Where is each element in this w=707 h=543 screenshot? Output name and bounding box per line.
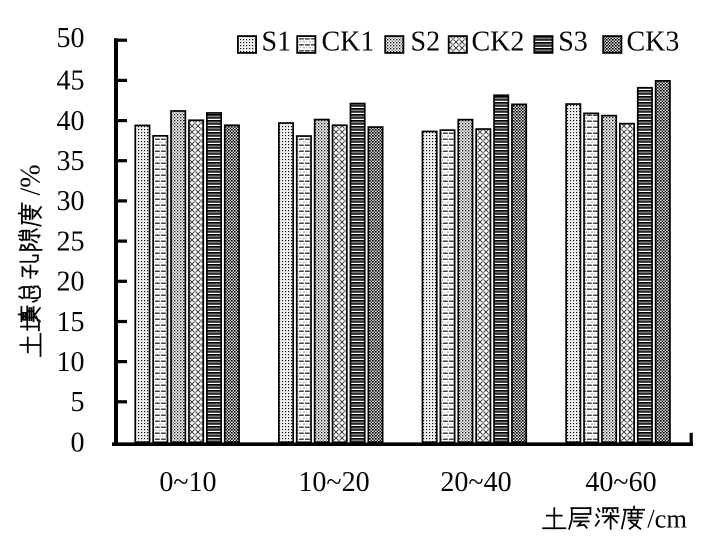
- svg-text:40~60: 40~60: [585, 467, 656, 498]
- svg-text:0~10: 0~10: [159, 467, 216, 498]
- svg-text:20~40: 20~40: [440, 467, 511, 498]
- svg-text:20: 20: [57, 267, 85, 298]
- svg-text:CK2: CK2: [472, 27, 525, 58]
- svg-text:10~20: 10~20: [298, 467, 369, 498]
- svg-text:10: 10: [57, 347, 85, 378]
- svg-text:45: 45: [57, 66, 85, 97]
- svg-text:S3: S3: [558, 27, 588, 58]
- svg-text:5: 5: [71, 387, 85, 418]
- svg-text:40: 40: [57, 106, 85, 137]
- svg-text:35: 35: [57, 146, 85, 177]
- svg-text:15: 15: [57, 307, 85, 338]
- svg-text:/%: /%: [16, 164, 47, 195]
- svg-text:S1: S1: [262, 27, 292, 58]
- svg-text:25: 25: [57, 226, 85, 257]
- svg-text:30: 30: [57, 186, 85, 217]
- svg-text:S2: S2: [411, 27, 441, 58]
- svg-text:/cm: /cm: [647, 504, 687, 534]
- svg-text:CK1: CK1: [322, 27, 375, 58]
- svg-text:0: 0: [71, 427, 85, 458]
- svg-text:50: 50: [57, 23, 85, 54]
- svg-text:CK3: CK3: [627, 27, 680, 58]
